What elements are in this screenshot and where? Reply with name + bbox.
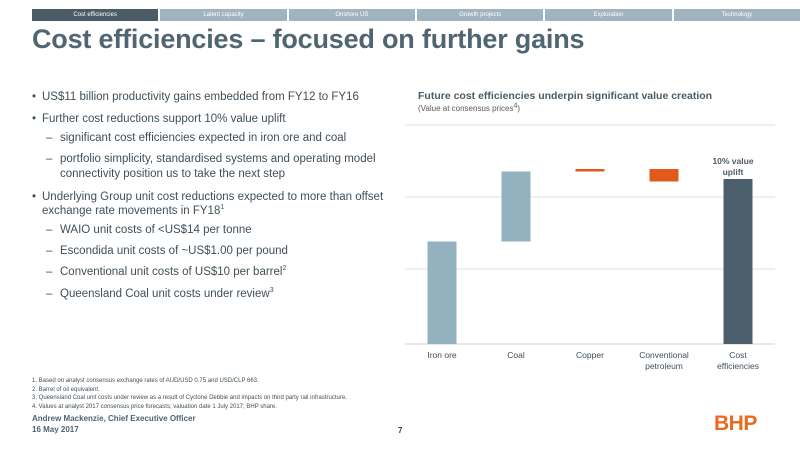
bullet-unit-costs: Underlying Group unit cost reductions ex… xyxy=(32,190,392,219)
chart-title: Future cost efficiencies underpin signif… xyxy=(418,90,713,102)
chart-subtitle: (Value at consensus prices4) xyxy=(418,102,521,113)
bar-iron-ore xyxy=(427,241,457,344)
footnote-ref-2: 2 xyxy=(282,265,287,273)
page-number: 7 xyxy=(398,426,403,435)
bar-coal xyxy=(501,171,531,242)
tab-technology[interactable]: Technology xyxy=(673,9,800,21)
sub-bullet-queensland: Queensland Coal unit costs under review3 xyxy=(32,286,392,302)
bar-conventional-petroleum xyxy=(649,169,679,182)
bullet-list: US$11 billion productivity gains embedde… xyxy=(32,90,392,308)
sub-bullet-queensland-text: Queensland Coal unit costs under review xyxy=(60,287,270,300)
x-label-iron-ore: Iron ore xyxy=(427,350,457,360)
bullet-productivity: US$11 billion productivity gains embedde… xyxy=(32,90,392,105)
footnote-1: 1. Based on analyst consensus exchange r… xyxy=(32,378,259,384)
tab-growth-projects[interactable]: Growth projects xyxy=(416,9,544,21)
footnote-ref-1: 1 xyxy=(220,204,225,212)
tab-latent-capacity[interactable]: Latent capacity xyxy=(160,9,287,21)
x-label-cost-efficiencies: efficiencies xyxy=(717,361,759,371)
sub-bullet-conventional-text: Conventional unit costs of US$10 per bar… xyxy=(60,266,283,279)
uplift-annotation-line1: 10% value xyxy=(712,156,753,166)
bar-copper xyxy=(575,169,605,172)
footnotes: 1. Based on analyst consensus exchange r… xyxy=(32,377,347,412)
footnote-ref-4: 4 xyxy=(513,102,518,110)
footnote-4: 4. Values at analyst 2017 consensus pric… xyxy=(32,404,277,411)
chart-subtitle-text: (Value at consensus prices xyxy=(418,104,514,113)
chart-subtitle-end: ) xyxy=(517,104,521,113)
x-label-conventional-petroleum: Conventional xyxy=(639,350,689,360)
footnote-2: 2. Barrel of oil equivalent. xyxy=(32,386,100,393)
x-label-cost-efficiencies: Cost xyxy=(729,350,747,360)
sub-bullet-portfolio: portfolio simplicity, standardised syste… xyxy=(32,152,392,181)
footnote-3: 3. Queensland Coal unit costs under revi… xyxy=(32,395,347,402)
x-label-conventional-petroleum: petroleum xyxy=(645,361,683,371)
uplift-annotation-line2: uplift xyxy=(723,167,744,177)
tab-cost-efficiencies[interactable]: Cost efficiencies xyxy=(32,9,159,21)
presenter-name: Andrew Mackenzie, Chief Executive Office… xyxy=(32,414,196,423)
bullet-unit-costs-text: Underlying Group unit cost reductions ex… xyxy=(42,190,384,218)
tab-exploration[interactable]: Exploration xyxy=(545,9,672,21)
sub-bullet-waio: WAIO unit costs of <US$14 per tonne xyxy=(32,223,392,238)
slide-title: Cost efficiencies – focused on further g… xyxy=(32,24,585,54)
presentation-date: 16 May 2017 xyxy=(32,425,79,434)
x-label-coal: Coal xyxy=(507,350,525,360)
bhp-logo: BHP xyxy=(714,412,757,435)
tab-onshore-us[interactable]: Onshore US xyxy=(288,9,415,21)
bar-cost-efficiencies xyxy=(723,179,753,344)
sub-bullet-conventional: Conventional unit costs of US$10 per bar… xyxy=(32,265,392,280)
sub-bullet-iron-coal: significant cost efficiencies expected i… xyxy=(32,131,392,146)
footnote-ref-3: 3 xyxy=(269,286,274,294)
section-nav: Cost efficiencies Latent capacity Onshor… xyxy=(32,9,800,21)
x-label-copper: Copper xyxy=(576,350,604,360)
bullet-cost-reductions: Further cost reductions support 10% valu… xyxy=(32,112,392,127)
sub-bullet-escondida: Escondida unit costs of ~US$1.00 per pou… xyxy=(32,244,392,259)
